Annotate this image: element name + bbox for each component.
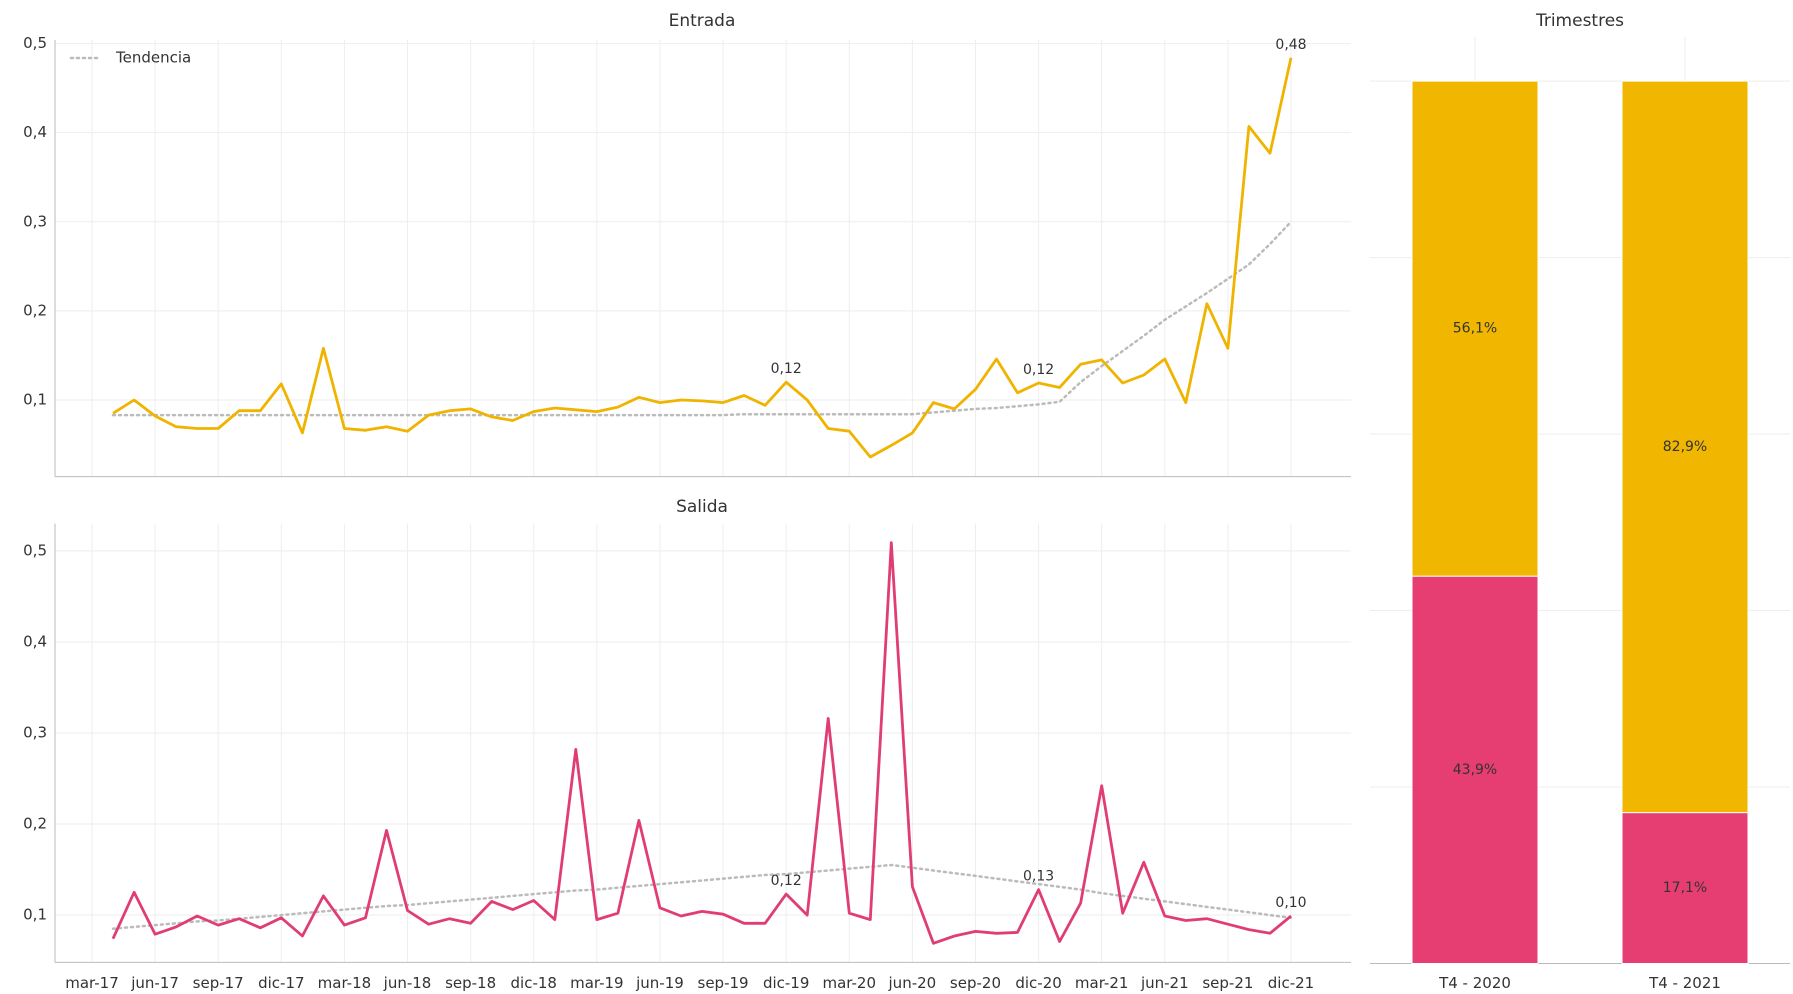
chart-title: Trimestres bbox=[1535, 11, 1624, 31]
data-line bbox=[111, 541, 1292, 945]
data-label: 43,9% bbox=[1453, 762, 1497, 778]
data-label: 82,9% bbox=[1663, 439, 1707, 455]
data-label: 0,13 bbox=[1023, 869, 1054, 885]
legend-label: Tendencia bbox=[115, 49, 191, 67]
x-tick-label: jun-20 bbox=[888, 974, 937, 992]
x-tick-label: mar-21 bbox=[1075, 974, 1129, 992]
x-tick-label: sep-20 bbox=[950, 974, 1001, 992]
data-label: 56,1% bbox=[1453, 321, 1497, 337]
x-tick-label: mar-19 bbox=[570, 974, 624, 992]
data-label: 0,10 bbox=[1275, 895, 1306, 911]
x-tick-label: jun-18 bbox=[383, 974, 432, 992]
bar-segment bbox=[1411, 575, 1539, 964]
x-tick-label: sep-18 bbox=[445, 974, 496, 992]
y-tick-label: 0,5 bbox=[23, 34, 47, 52]
x-tick-label: dic-18 bbox=[511, 974, 557, 992]
x-tick-label: dic-20 bbox=[1015, 974, 1061, 992]
y-tick-label: 0,1 bbox=[23, 390, 47, 408]
bar-segment bbox=[1621, 812, 1749, 964]
x-tick-label: T4 - 2021 bbox=[1648, 974, 1721, 992]
data-line bbox=[112, 57, 1293, 459]
data-label: 0,12 bbox=[1023, 362, 1054, 378]
x-tick-label: sep-17 bbox=[193, 974, 244, 992]
x-tick-label: mar-18 bbox=[318, 974, 372, 992]
trend-line bbox=[111, 863, 1293, 930]
data-label: 0,12 bbox=[771, 873, 802, 889]
bar-segment bbox=[1621, 80, 1749, 814]
data-label: 0,12 bbox=[771, 361, 802, 377]
y-tick-label: 0,5 bbox=[23, 541, 47, 559]
x-tick-label: sep-19 bbox=[698, 974, 749, 992]
y-tick-label: 0,4 bbox=[23, 632, 47, 650]
chart-title: Salida bbox=[676, 497, 728, 517]
x-tick-label: dic-17 bbox=[258, 974, 304, 992]
y-tick-label: 0,3 bbox=[23, 212, 47, 230]
y-tick-label: 0,2 bbox=[23, 815, 47, 833]
y-tick-label: 0,1 bbox=[23, 906, 47, 924]
x-tick-label: dic-21 bbox=[1268, 974, 1314, 992]
x-tick-label: dic-19 bbox=[763, 974, 809, 992]
y-tick-label: 0,4 bbox=[23, 123, 47, 141]
trend-line bbox=[111, 220, 1293, 417]
x-tick-label: mar-17 bbox=[65, 974, 119, 992]
bar-segment bbox=[1411, 80, 1539, 577]
x-tick-label: mar-20 bbox=[823, 974, 877, 992]
x-tick-label: jun-17 bbox=[130, 974, 179, 992]
data-label: 0,48 bbox=[1275, 37, 1306, 53]
x-tick-label: jun-21 bbox=[1140, 974, 1189, 992]
x-tick-label: jun-19 bbox=[635, 974, 684, 992]
y-tick-label: 0,3 bbox=[23, 723, 47, 741]
chart-title: Entrada bbox=[669, 11, 736, 31]
x-tick-label: T4 - 2020 bbox=[1438, 974, 1511, 992]
data-label: 17,1% bbox=[1663, 880, 1707, 896]
y-tick-label: 0,2 bbox=[23, 301, 47, 319]
x-tick-label: sep-21 bbox=[1202, 974, 1253, 992]
